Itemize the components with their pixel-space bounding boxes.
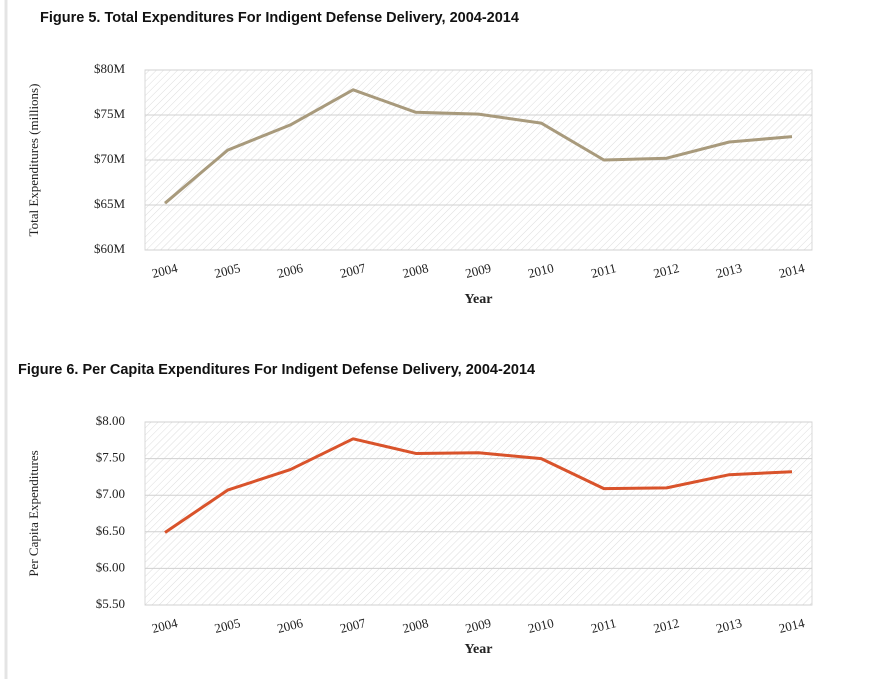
y-tick-label: $75M <box>94 106 126 121</box>
chart-title: Figure 6. Per Capita Expenditures For In… <box>18 362 535 378</box>
x-tick-label: 2006 <box>276 260 305 281</box>
y-tick-label: $6.50 <box>96 523 125 538</box>
x-tick-label: 2012 <box>652 615 681 636</box>
x-tick-label: 2005 <box>213 615 242 636</box>
y-axis-label: Total Expenditures (millions) <box>26 84 41 237</box>
y-tick-label: $7.00 <box>96 486 125 501</box>
x-tick-label: 2014 <box>777 260 806 281</box>
y-tick-label: $5.50 <box>96 596 125 611</box>
x-tick-label: 2010 <box>526 260 555 281</box>
y-tick-label: $7.50 <box>96 450 125 465</box>
plot-area <box>144 421 813 606</box>
x-tick-label: 2007 <box>338 615 367 636</box>
x-tick-label: 2006 <box>276 615 305 636</box>
x-tick-label: 2011 <box>589 615 617 636</box>
y-tick-label: $8.00 <box>96 413 125 428</box>
x-tick-label: 2008 <box>401 615 430 636</box>
data-line <box>164 437 793 534</box>
x-tick-label: 2011 <box>589 260 617 281</box>
data-line <box>164 88 793 205</box>
x-tick-label: 2012 <box>652 260 681 281</box>
x-tick-label: 2009 <box>464 260 493 281</box>
y-tick-label: $6.00 <box>96 559 125 574</box>
x-tick-label: 2008 <box>401 260 430 281</box>
y-tick-label: $60M <box>94 241 126 256</box>
x-tick-label: 2014 <box>777 615 806 636</box>
x-tick-label: 2004 <box>150 615 179 636</box>
y-tick-label: $80M <box>94 61 126 76</box>
x-axis-label: Year <box>465 642 493 657</box>
chart-title: Figure 5. Total Expenditures For Indigen… <box>40 10 519 26</box>
x-tick-label: 2004 <box>150 260 179 281</box>
x-tick-label: 2009 <box>464 615 493 636</box>
y-axis-label: Per Capita Expenditures <box>26 450 41 576</box>
x-tick-label: 2013 <box>715 260 744 281</box>
x-tick-label: 2005 <box>213 260 242 281</box>
y-tick-label: $70M <box>94 151 126 166</box>
x-axis-label: Year <box>465 292 493 307</box>
x-tick-label: 2013 <box>715 615 744 636</box>
x-tick-label: 2010 <box>526 615 555 636</box>
y-tick-label: $65M <box>94 196 126 211</box>
x-tick-label: 2007 <box>338 260 367 281</box>
